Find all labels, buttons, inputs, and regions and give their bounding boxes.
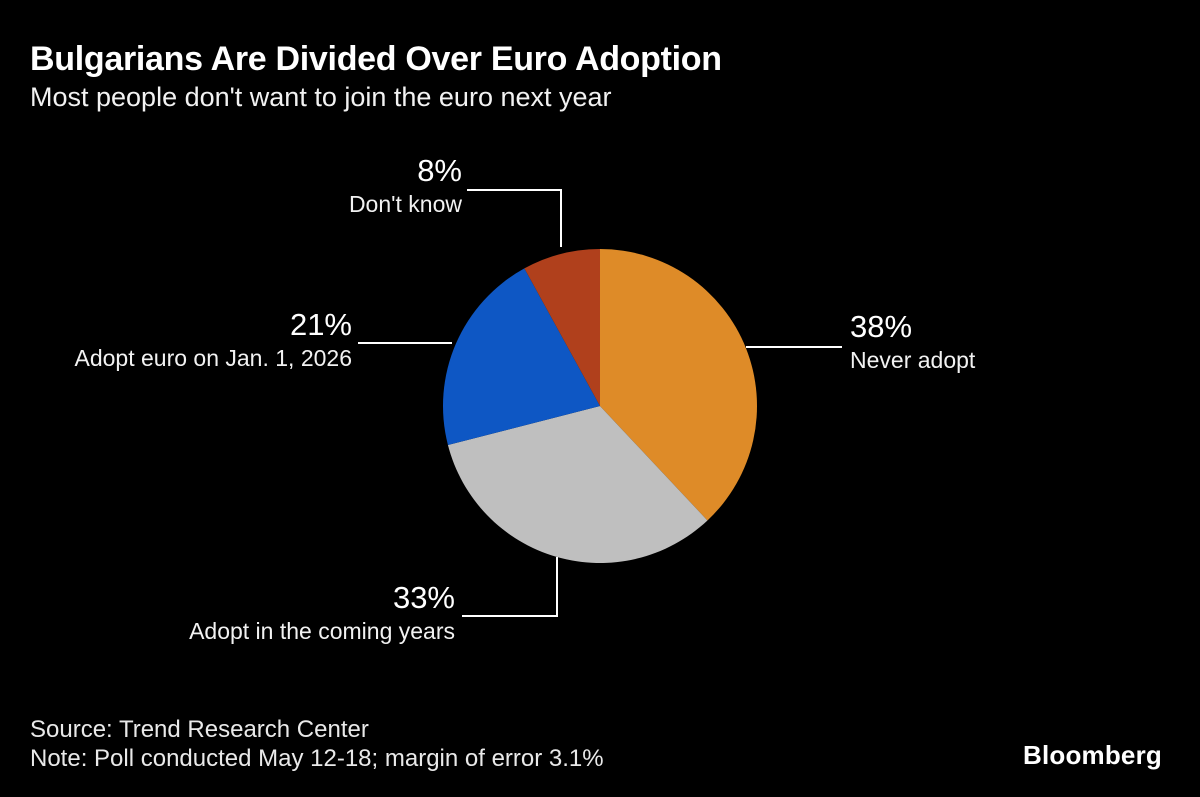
pie-slice-2 <box>442 268 600 446</box>
page-subtitle: Most people don't want to join the euro … <box>30 82 612 112</box>
slice-label-coming-years: Adopt in the coming years <box>189 618 455 644</box>
slice-label-dont-know: Don't know <box>348 191 462 217</box>
slice-value-never-adopt: 38% <box>850 309 913 344</box>
bloomberg-logo: Bloomberg <box>1022 740 1162 770</box>
source-text: Source: Trend Research Center <box>30 716 369 743</box>
pie-slice-0 <box>600 249 757 521</box>
slice-label-adopt-2026: Adopt euro on Jan. 1, 2026 <box>74 345 353 371</box>
callout-dont-know: 8% Don't know <box>349 152 462 219</box>
leader-line-coming-years <box>462 557 558 617</box>
pie-slice-1 <box>447 406 708 563</box>
leader-line-dont-know <box>467 189 562 247</box>
slice-label-never-adopt: Never adopt <box>850 347 976 373</box>
pie-slice-3 <box>524 248 600 406</box>
slice-value-coming-years: 33% <box>392 580 455 615</box>
note-text: Note: Poll conducted May 12-18; margin o… <box>30 745 604 772</box>
slice-value-dont-know: 8% <box>417 153 462 188</box>
slice-value-adopt-2026: 21% <box>289 307 352 342</box>
callout-coming-years: 33% Adopt in the coming years <box>189 579 455 646</box>
pie-slices <box>442 248 757 563</box>
page-title: Bulgarians Are Divided Over Euro Adoptio… <box>30 40 722 78</box>
callout-adopt-2026: 21% Adopt euro on Jan. 1, 2026 <box>75 306 353 373</box>
callout-never-adopt: 38% Never adopt <box>850 308 975 375</box>
